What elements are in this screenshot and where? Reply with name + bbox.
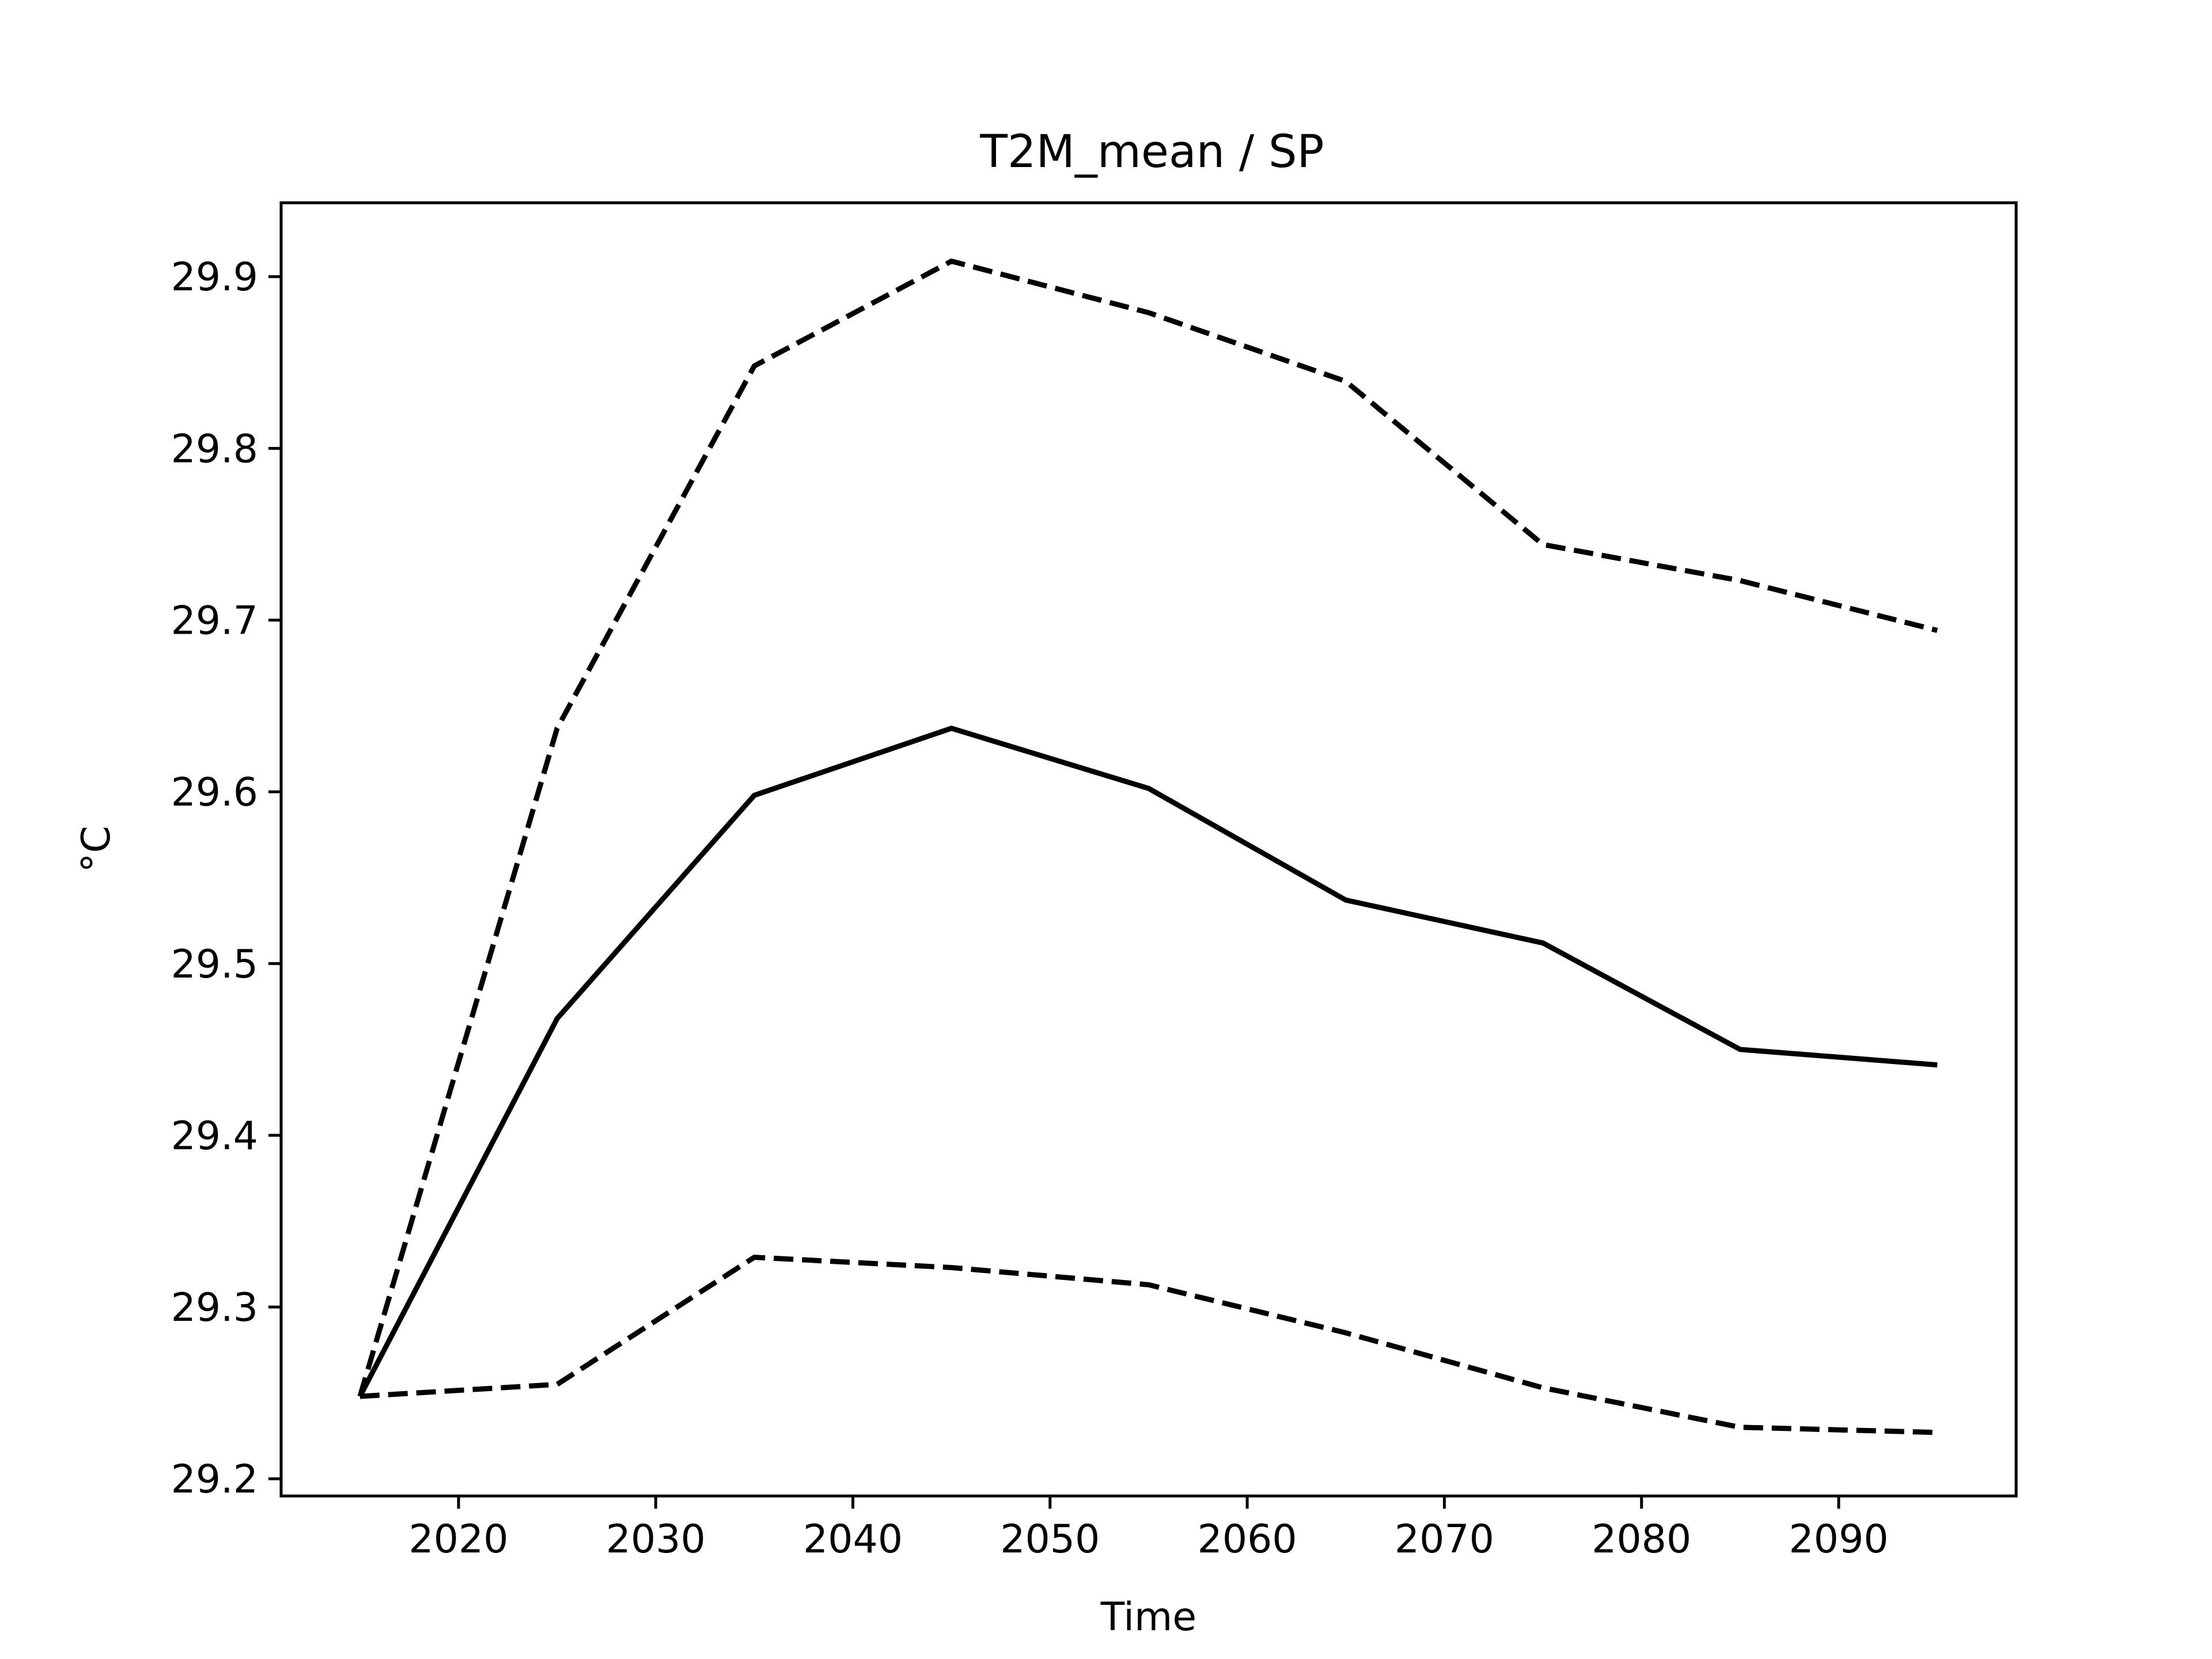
y-tick-label: 29.6: [171, 770, 258, 816]
plot-area: 2020 2030 2040 2050 2060 2070 2080 2090 29.2 29.3…: [171, 255, 1938, 1562]
y-axis-label: °C: [74, 825, 119, 872]
x-tick-label: 2020: [409, 1517, 509, 1562]
x-tick-label: 2070: [1395, 1517, 1494, 1562]
y-tick-label: 29.2: [171, 1457, 258, 1502]
chart-title: T2M_mean / SP: [979, 126, 1324, 178]
x-tick-label: 2090: [1789, 1517, 1888, 1562]
y-tick-label: 29.5: [171, 942, 258, 987]
axes-frame: [279, 201, 2018, 1498]
x-tick-label: 2060: [1198, 1517, 1297, 1562]
y-tick-label: 29.4: [171, 1113, 258, 1159]
x-tick-label: 2080: [1592, 1517, 1691, 1562]
y-tick-label: 29.8: [171, 426, 258, 472]
y-tick-label: 29.7: [171, 598, 258, 643]
x-tick-label: 2030: [606, 1517, 706, 1562]
y-tick-label: 29.9: [171, 255, 258, 300]
dashed-series-line-0: [357, 258, 1938, 1397]
dashed-series-line-2: [359, 1255, 1938, 1435]
x-axis-label: Time: [1100, 1594, 1196, 1640]
x-tick-label: 2050: [1000, 1517, 1100, 1562]
x-tick-label: 2040: [803, 1517, 903, 1562]
y-tick-label: 29.3: [171, 1285, 258, 1331]
solid-series-line-1: [357, 725, 1938, 1398]
